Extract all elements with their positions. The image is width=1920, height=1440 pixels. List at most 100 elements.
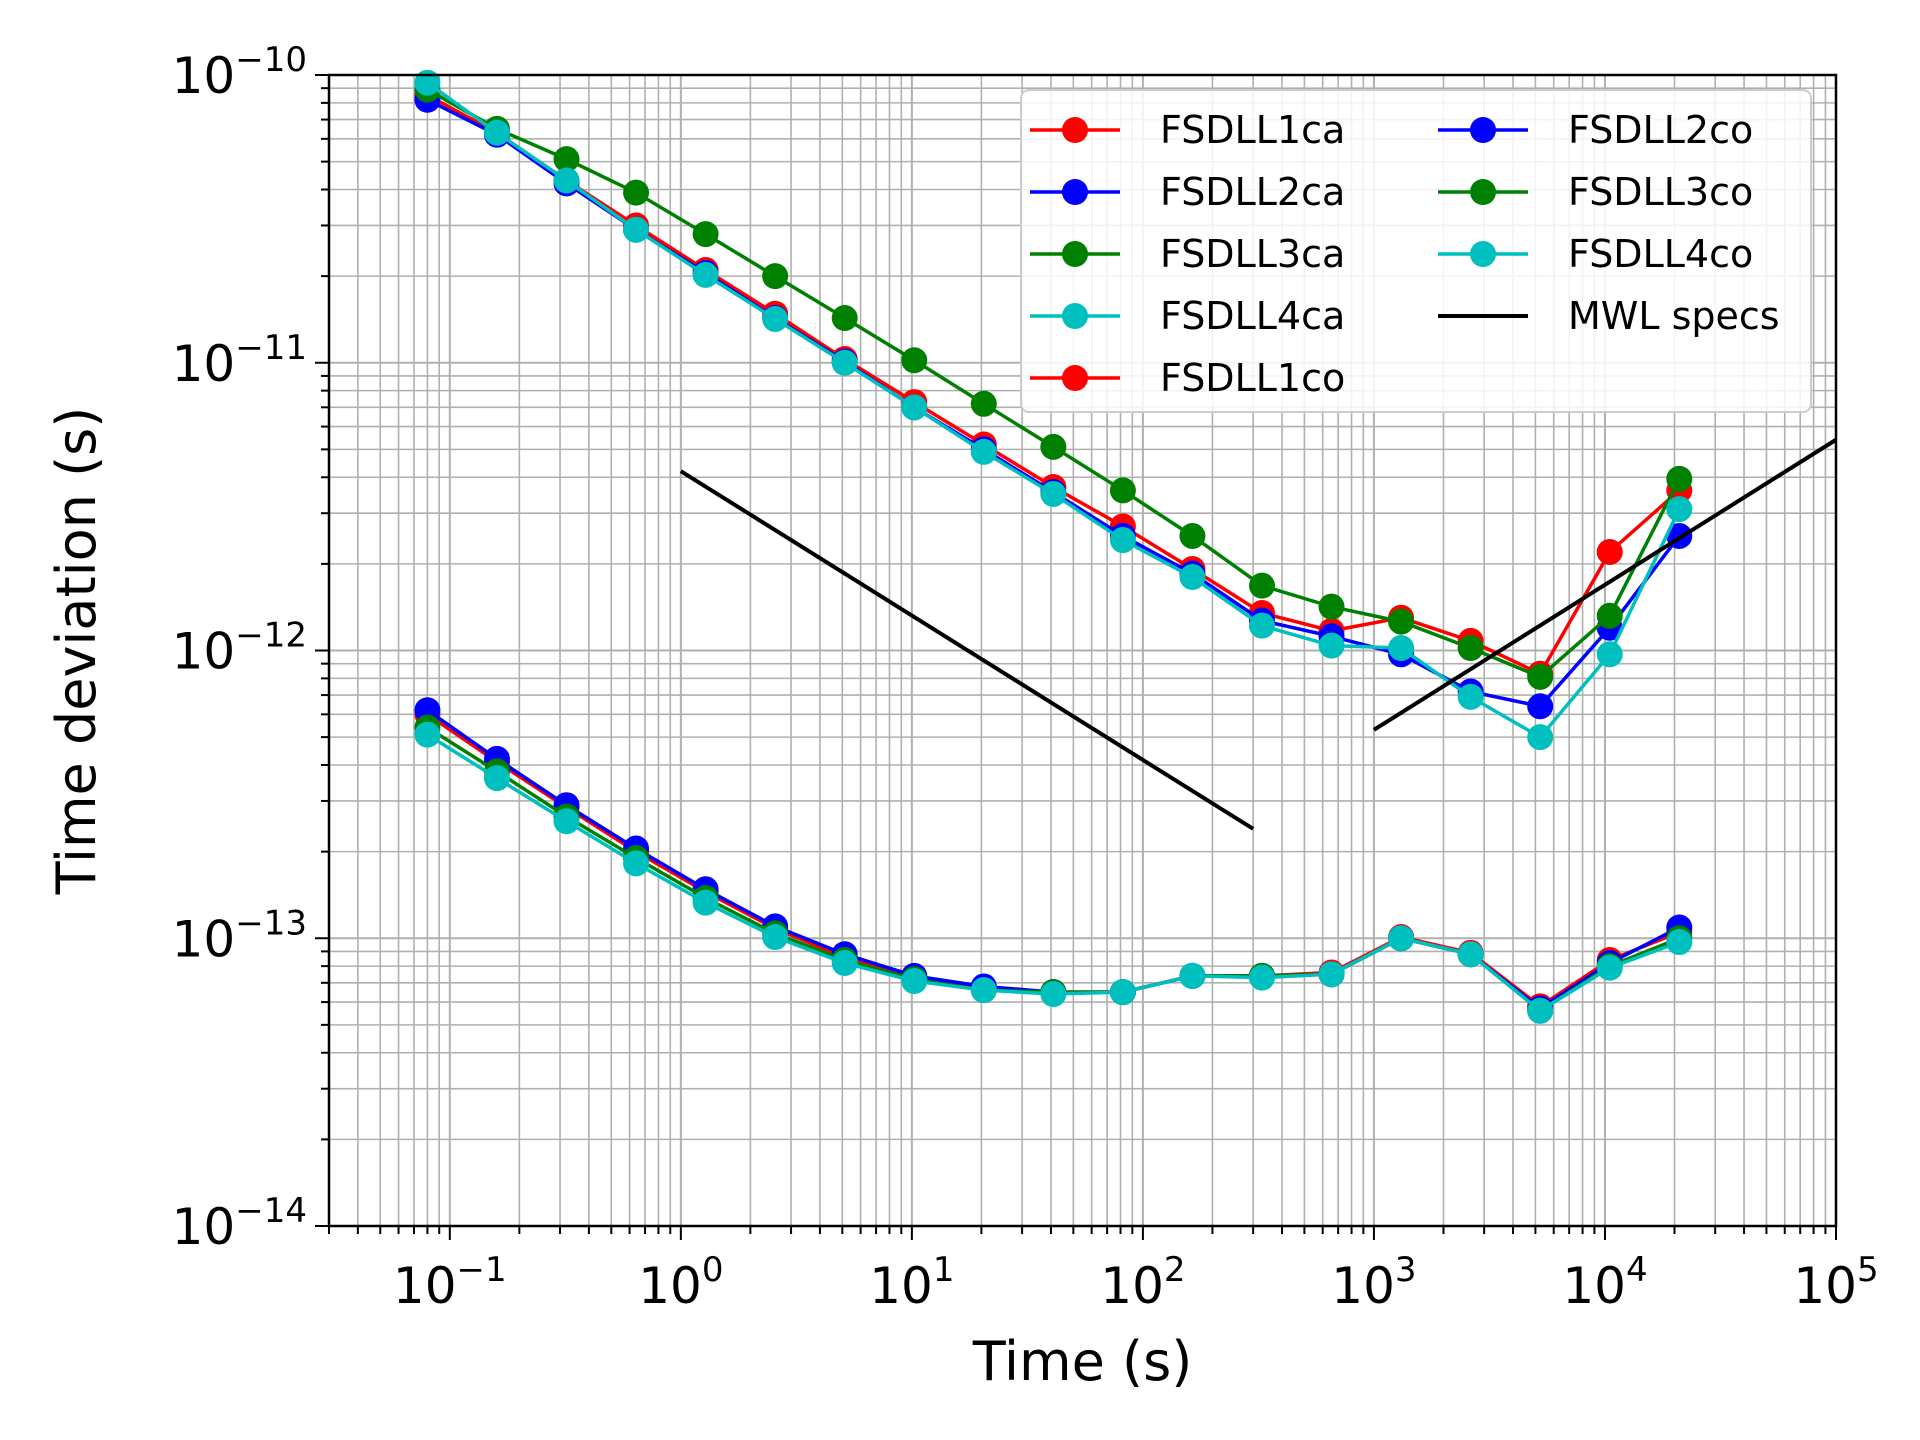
data-point: [623, 850, 650, 877]
data-point: [831, 305, 858, 332]
legend-label: FSDLL4co: [1568, 232, 1753, 276]
legend-label: FSDLL2ca: [1160, 170, 1345, 214]
y-axis-label: Time deviation (s): [45, 407, 108, 896]
x-tick-label: 103: [1331, 1250, 1416, 1315]
data-point: [623, 179, 650, 206]
legend-label: FSDLL1ca: [1160, 108, 1345, 152]
spec-line: [1372, 438, 1838, 732]
x-tick-label: 101: [869, 1250, 954, 1315]
data-point: [831, 349, 858, 376]
data-point: [1248, 572, 1275, 599]
data-point: [692, 889, 719, 916]
data-point: [1388, 608, 1415, 635]
x-tick-label: 104: [1562, 1250, 1647, 1315]
data-point: [1596, 954, 1623, 981]
data-point: [1388, 925, 1415, 952]
data-point: [901, 347, 928, 374]
data-point: [1457, 941, 1484, 968]
data-point: [762, 305, 789, 332]
y-tick-label: 10−10: [172, 40, 307, 105]
legend-entry: FSDLL3co: [1438, 170, 1753, 214]
data-point: [692, 261, 719, 288]
x-axis-label: Time (s): [972, 1330, 1193, 1393]
data-point: [483, 765, 510, 792]
legend-swatch-marker: [1470, 241, 1496, 267]
data-point: [762, 263, 789, 290]
data-point: [762, 924, 789, 951]
legend-entry: FSDLL2ca: [1030, 170, 1345, 214]
legend: FSDLL1ca FSDLL2ca FSDLL3ca FSDLL4ca FSDLL1co…: [1020, 89, 1812, 413]
data-point: [1666, 929, 1693, 956]
legend-label: FSDLL4ca: [1160, 294, 1345, 338]
spec-line: [679, 469, 1255, 831]
legend-entry: FSDLL4ca: [1030, 294, 1345, 338]
data-point: [414, 69, 441, 96]
data-point: [1179, 522, 1206, 549]
data-point: [901, 394, 928, 421]
legend-box: [1020, 89, 1812, 413]
data-point: [553, 146, 580, 173]
data-point: [1318, 961, 1345, 988]
data-point: [1109, 477, 1136, 504]
data-point: [1040, 480, 1067, 507]
data-point: [901, 968, 928, 995]
legend-label: FSDLL2co: [1568, 108, 1753, 152]
legend-entry: FSDLL3ca: [1030, 232, 1345, 276]
data-point: [553, 808, 580, 835]
series-fsdll4co: [414, 721, 1693, 1024]
x-tick-label: 100: [638, 1250, 723, 1315]
data-point: [1666, 496, 1693, 523]
data-point: [1318, 593, 1345, 620]
x-tick-label: 102: [1100, 1250, 1185, 1315]
data-point: [1318, 632, 1345, 659]
legend-swatch-marker: [1470, 117, 1496, 143]
data-point: [1457, 683, 1484, 710]
data-point: [831, 950, 858, 977]
y-tick-label: 10−11: [172, 328, 307, 393]
legend-label: MWL specs: [1568, 294, 1780, 338]
axis-labels: Time (s) Time deviation (s): [45, 407, 1192, 1393]
data-point: [553, 167, 580, 194]
legend-swatch-marker: [1062, 241, 1088, 267]
y-tick-label: 10−14: [172, 1191, 307, 1256]
data-point: [1388, 635, 1415, 662]
y-tick-label: 10−13: [172, 903, 307, 968]
data-point: [1179, 962, 1206, 989]
data-point: [970, 390, 997, 417]
legend-entry: FSDLL1co: [1030, 356, 1345, 400]
data-point: [1109, 979, 1136, 1006]
data-point: [692, 221, 719, 248]
data-point: [1248, 964, 1275, 991]
legend-swatch-marker: [1062, 303, 1088, 329]
data-point: [1527, 724, 1554, 751]
data-point: [1248, 612, 1275, 639]
data-point: [970, 438, 997, 465]
data-point: [1596, 538, 1623, 565]
data-point: [1527, 997, 1554, 1024]
series-mwl-specs: [679, 438, 1838, 831]
data-point: [1527, 693, 1554, 720]
data-point: [483, 119, 510, 146]
data-point: [970, 977, 997, 1004]
legend-label: FSDLL1co: [1160, 356, 1345, 400]
data-point: [1527, 663, 1554, 690]
data-point: [1109, 527, 1136, 554]
data-point: [1666, 465, 1693, 492]
axis-ticks: 10−1 100 101 102 103 104 105 10−14 10−13 10−12 10−…: [172, 40, 1879, 1315]
legend-entry: FSDLL1ca: [1030, 108, 1345, 152]
legend-swatch-marker: [1470, 179, 1496, 205]
legend-label: FSDLL3co: [1568, 170, 1753, 214]
data-point: [1179, 564, 1206, 591]
data-point: [1040, 981, 1067, 1008]
legend-swatch-marker: [1062, 117, 1088, 143]
legend-swatch-marker: [1062, 179, 1088, 205]
legend-entry: FSDLL2co: [1438, 108, 1753, 152]
data-point: [1596, 641, 1623, 668]
legend-label: FSDLL3ca: [1160, 232, 1345, 276]
x-tick-label: 10−1: [393, 1250, 507, 1315]
data-point: [623, 216, 650, 243]
legend-swatch-marker: [1062, 365, 1088, 391]
legend-entry: FSDLL4co: [1438, 232, 1753, 276]
